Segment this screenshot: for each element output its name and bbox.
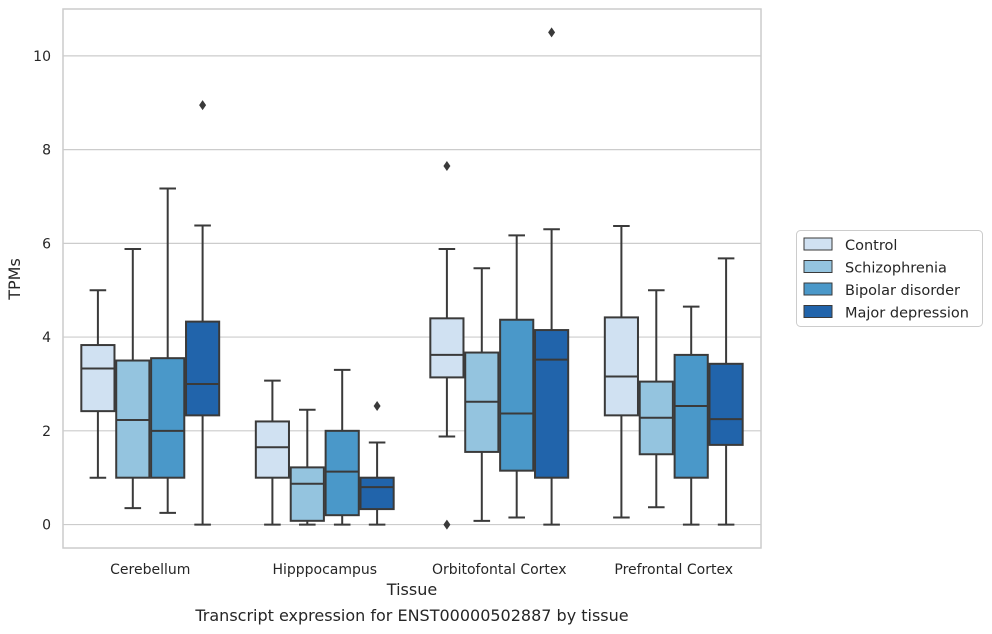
y-tick-label: 2 — [42, 424, 51, 440]
box-schizophrenia — [115, 247, 151, 510]
box-major-depression — [359, 400, 395, 526]
box-schizophrenia — [638, 289, 674, 509]
box-iqr — [673, 353, 709, 479]
legend-label: Schizophrenia — [845, 261, 947, 277]
box-schizophrenia — [289, 408, 325, 526]
box-iqr — [289, 466, 325, 522]
y-axis-ticks: 0 2 4 6 8 10 — [33, 49, 51, 534]
box-major-depression — [534, 27, 570, 526]
outlier-point — [443, 161, 451, 172]
legend-label: Control — [845, 238, 897, 254]
x-tick-label: Orbitofontal Cortex — [432, 562, 567, 578]
y-tick-label: 8 — [42, 143, 51, 159]
box-iqr — [603, 316, 639, 417]
plot-frame — [62, 8, 762, 549]
y-tick-label: 10 — [33, 49, 51, 65]
y-tick-label: 4 — [42, 330, 51, 346]
box-iqr — [429, 317, 465, 379]
box-iqr — [708, 362, 744, 446]
box-control — [80, 289, 116, 479]
y-tick-label: 6 — [42, 236, 51, 252]
legend: Control Schizophrenia Bipolar disorder Majo… — [796, 230, 983, 327]
outlier-point — [373, 400, 381, 411]
legend-frame — [796, 230, 983, 327]
box-schizophrenia — [464, 267, 500, 522]
x-tick-label: Hipppocampus — [272, 562, 377, 578]
box-iqr — [324, 429, 360, 517]
box-iqr — [534, 329, 570, 479]
box-iqr — [359, 476, 395, 511]
legend-label: Major depression — [845, 306, 969, 322]
box-iqr — [499, 318, 535, 472]
box-control — [603, 225, 639, 519]
legend-swatch — [803, 260, 833, 273]
box-control — [254, 379, 290, 526]
box-major-depression — [708, 257, 744, 526]
chart-caption: Transcript expression for ENST0000050288… — [195, 606, 629, 625]
x-axis-ticks: Cerebellum Hipppocampus Orbitofontal Corte… — [110, 562, 733, 578]
legend-label: Bipolar disorder — [845, 283, 960, 299]
legend-swatch — [803, 305, 833, 318]
legend-swatch — [803, 282, 833, 296]
outlier-point — [548, 27, 556, 38]
box-control — [429, 161, 465, 530]
box-bipolar-disorder — [499, 234, 535, 519]
box-iqr — [185, 320, 221, 417]
outlier-point — [443, 519, 451, 530]
box-groups — [80, 27, 744, 530]
box-bipolar-disorder — [324, 368, 360, 526]
x-tick-label: Prefrontal Cortex — [614, 562, 733, 578]
box-major-depression — [185, 100, 221, 526]
box-bipolar-disorder — [150, 187, 186, 514]
box-iqr — [80, 344, 116, 413]
x-axis-label: Tissue — [386, 580, 437, 599]
y-tick-label: 0 — [42, 518, 51, 534]
box-bipolar-disorder — [673, 305, 709, 526]
legend-swatch — [803, 237, 833, 251]
y-axis-label: TPMs — [5, 258, 24, 301]
box-iqr — [254, 420, 290, 479]
outlier-point — [199, 100, 207, 111]
x-tick-label: Cerebellum — [110, 562, 190, 578]
box-iqr — [150, 357, 186, 479]
